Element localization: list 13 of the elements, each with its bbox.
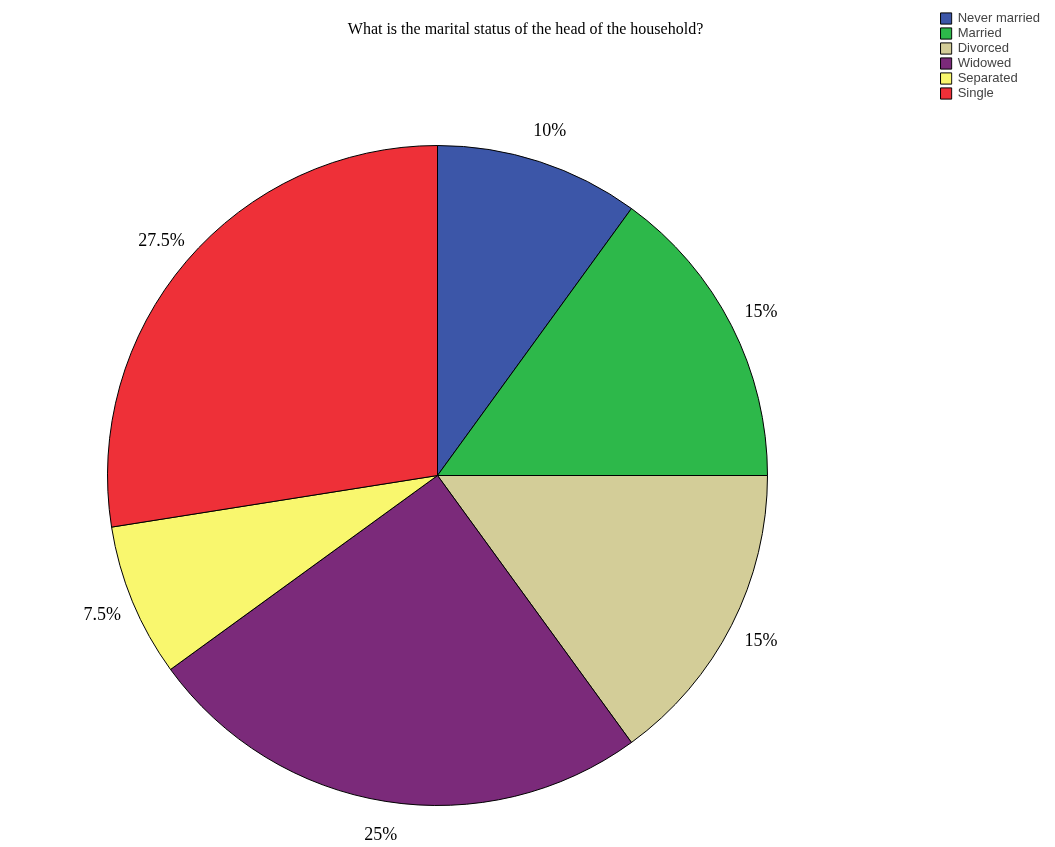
legend-label: Married xyxy=(957,25,1002,40)
text: What is the marital status of the head of the household? xyxy=(347,20,704,37)
data-label: 10% xyxy=(533,120,567,141)
legend-label: Divorced xyxy=(957,40,1009,55)
data-label: 25% xyxy=(364,824,398,845)
legend-label: Separated xyxy=(957,70,1018,85)
legend-label: Single xyxy=(957,85,994,100)
data-label: 15% xyxy=(744,300,778,321)
data-label: 27.5% xyxy=(138,229,185,250)
data-label: 15% xyxy=(744,630,778,651)
data-label: 7.5% xyxy=(83,604,121,625)
legend-label: Never married xyxy=(957,10,1040,25)
legend-label: Widowed xyxy=(957,55,1012,70)
